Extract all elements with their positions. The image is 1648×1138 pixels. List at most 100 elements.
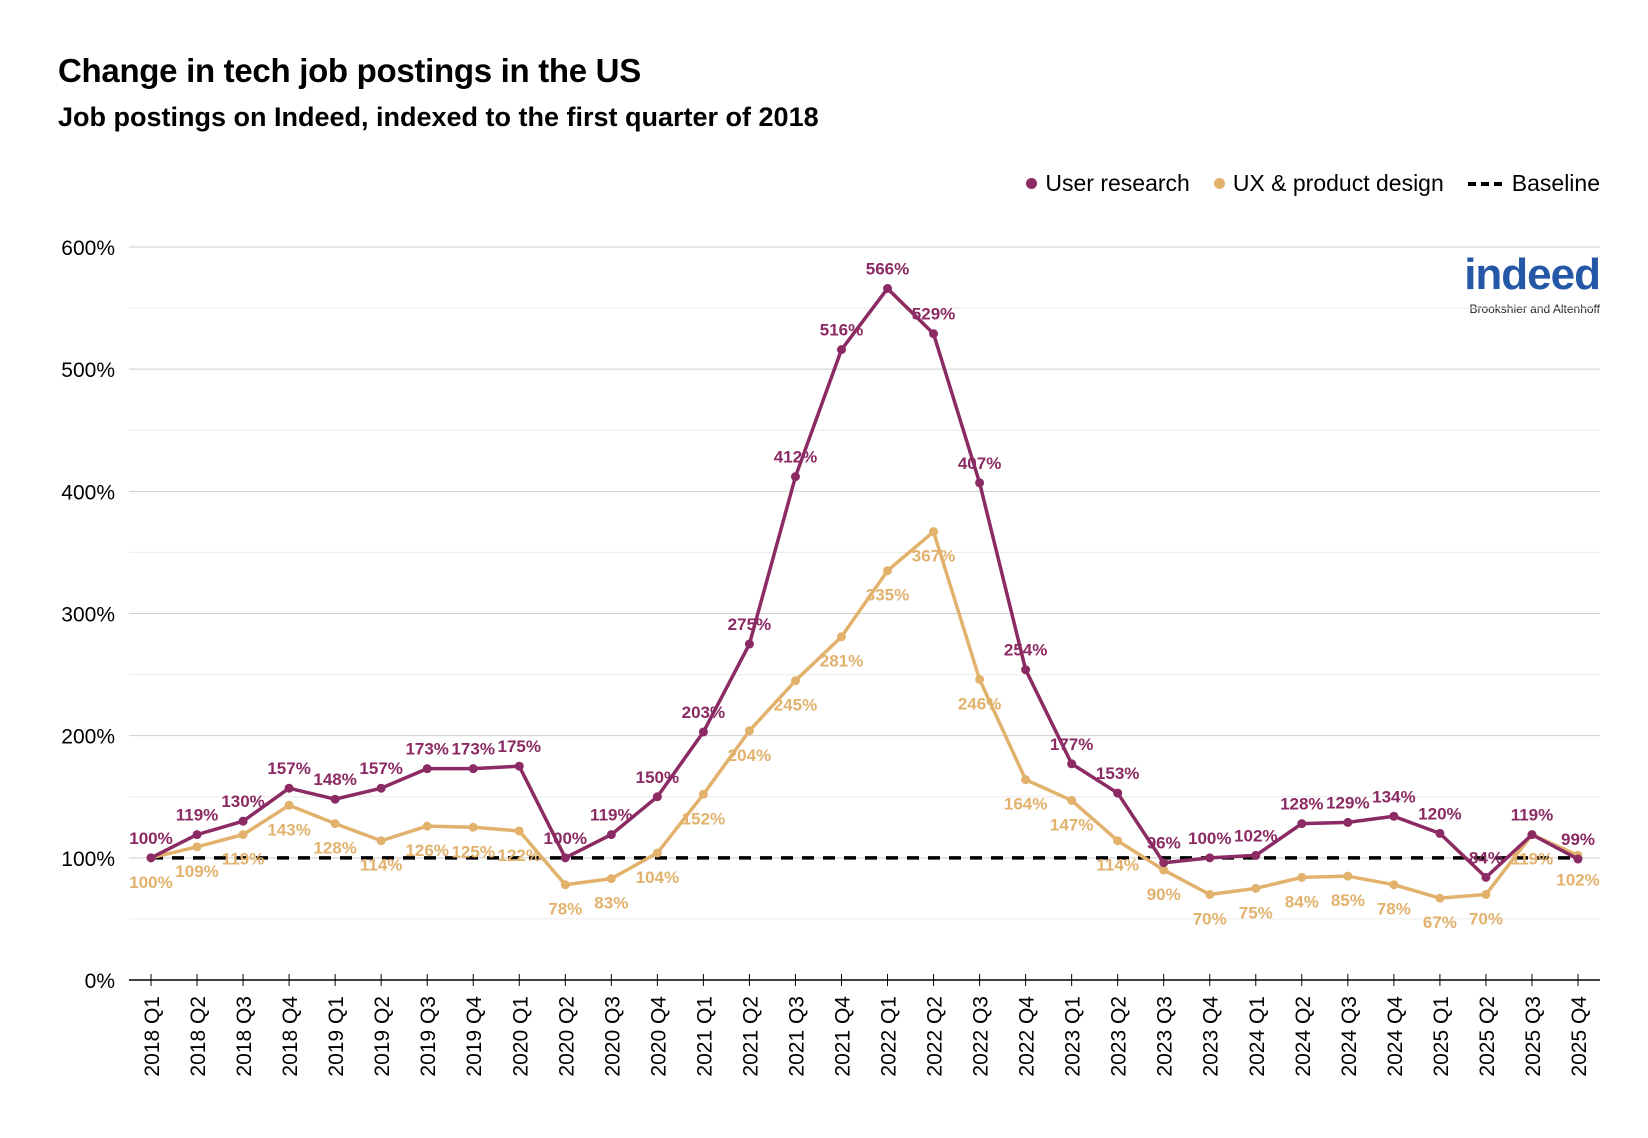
data-point <box>1205 853 1215 863</box>
data-point <box>744 726 754 736</box>
data-point <box>284 783 294 793</box>
x-tick-label: 2021 Q1 <box>693 996 716 1077</box>
data-point <box>606 830 616 840</box>
data-label: 412% <box>774 448 817 467</box>
x-tick-label: 2023 Q2 <box>1108 996 1131 1077</box>
data-point <box>836 345 846 355</box>
data-label: 204% <box>728 746 771 765</box>
data-label: 67% <box>1423 913 1457 932</box>
data-point <box>192 842 202 852</box>
data-label: 529% <box>912 305 955 324</box>
data-point <box>238 830 248 840</box>
data-label: 128% <box>1280 795 1323 814</box>
data-label: 164% <box>1004 795 1047 814</box>
x-tick-label: 2019 Q2 <box>371 996 394 1077</box>
data-point <box>1435 828 1445 838</box>
data-point <box>1159 858 1169 868</box>
data-label: 114% <box>360 856 403 875</box>
data-point <box>192 830 202 840</box>
x-tick-label: 2019 Q3 <box>417 996 440 1077</box>
data-point <box>376 836 386 846</box>
legend-label: UX & product design <box>1232 170 1444 196</box>
data-label: 119% <box>176 806 219 825</box>
legend-item-ux-design: UX & product design <box>1213 170 1444 197</box>
data-point <box>1113 836 1123 846</box>
x-tick-label: 2020 Q2 <box>555 996 578 1077</box>
data-point <box>1343 871 1353 881</box>
data-point <box>422 764 432 774</box>
data-point <box>652 848 662 858</box>
data-label: 104% <box>636 868 679 887</box>
data-label: 129% <box>1326 793 1369 812</box>
data-label: 175% <box>498 737 541 756</box>
x-tick-label: 2020 Q1 <box>509 996 532 1077</box>
data-label: 84% <box>1469 848 1503 867</box>
data-label: 102% <box>1234 826 1277 845</box>
data-point <box>1251 850 1261 860</box>
logo-wordmark: indeed <box>1464 250 1601 299</box>
data-label: 84% <box>1285 892 1319 911</box>
data-label: 203% <box>682 703 725 722</box>
data-label: 173% <box>451 740 494 759</box>
data-point <box>1573 854 1583 864</box>
x-tick-label: 2023 Q3 <box>1154 996 1177 1077</box>
data-label: 150% <box>636 768 679 787</box>
data-label: 126% <box>405 841 448 860</box>
legend-item-user-research: User research <box>1026 170 1190 197</box>
series-line-ux-design <box>150 529 1579 900</box>
data-label: 70% <box>1193 909 1227 928</box>
legend-marker-icon <box>1213 178 1225 189</box>
data-label: 152% <box>682 809 725 828</box>
data-point <box>975 674 985 684</box>
data-label: 100% <box>1188 829 1231 848</box>
data-point <box>744 639 754 649</box>
data-label: 83% <box>594 894 628 913</box>
x-tick-label: 2025 Q3 <box>1522 996 1545 1077</box>
data-label: 100% <box>129 873 172 892</box>
x-tick-label: 2022 Q4 <box>1016 996 1039 1077</box>
x-tick-label: 2020 Q4 <box>647 996 670 1077</box>
data-label: 120% <box>1418 804 1461 823</box>
data-point <box>514 761 524 771</box>
legend-dash-icon <box>1467 181 1502 186</box>
y-tick-label: 200% <box>61 726 115 749</box>
x-tick-label: 2018 Q1 <box>141 996 164 1077</box>
data-point <box>330 819 340 829</box>
data-label: 173% <box>405 740 448 759</box>
x-tick-label: 2019 Q4 <box>463 996 486 1077</box>
x-tick-label: 2025 Q1 <box>1430 996 1453 1077</box>
data-label: 157% <box>359 759 402 778</box>
data-label: 78% <box>548 900 582 919</box>
data-label: 407% <box>958 454 1001 473</box>
data-label: 119% <box>1511 806 1554 825</box>
data-point <box>560 853 570 863</box>
data-point <box>1159 865 1169 875</box>
data-point <box>652 792 662 802</box>
data-point <box>883 566 893 576</box>
x-tick-label: 2025 Q4 <box>1568 996 1591 1077</box>
data-point <box>1481 872 1491 882</box>
x-tick-label: 2021 Q4 <box>831 996 854 1077</box>
data-point <box>376 783 386 793</box>
data-point <box>790 676 800 686</box>
data-point <box>883 284 893 294</box>
x-tick-label: 2022 Q2 <box>924 996 947 1077</box>
y-tick-label: 600% <box>61 237 115 260</box>
data-label: 143% <box>267 820 310 839</box>
data-point <box>514 826 524 836</box>
data-point <box>1389 880 1399 890</box>
x-tick-label: 2018 Q4 <box>279 996 302 1077</box>
data-label: 99% <box>1561 830 1595 849</box>
chart-title: Change in tech job postings in the US <box>58 52 641 89</box>
data-point <box>790 472 800 482</box>
data-point <box>975 478 985 488</box>
data-point <box>606 874 616 884</box>
data-point <box>468 822 478 832</box>
data-label: 122% <box>498 846 541 865</box>
data-label: 254% <box>1004 641 1047 660</box>
data-label: 516% <box>820 321 863 340</box>
indeed-logo: indeed Brookshier and Altenhoff <box>1464 250 1601 316</box>
data-point <box>929 329 939 339</box>
logo-credit: Brookshier and Altenhoff <box>1469 302 1600 316</box>
